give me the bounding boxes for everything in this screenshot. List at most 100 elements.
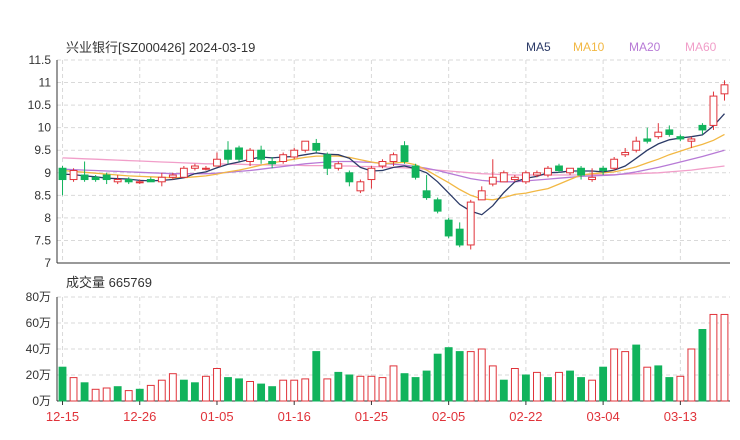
volume-bar bbox=[654, 365, 663, 402]
candle-body bbox=[378, 161, 387, 167]
candle bbox=[290, 147, 299, 160]
volume-bar bbox=[433, 353, 442, 402]
volume-bar bbox=[246, 381, 254, 402]
volume-bar bbox=[632, 344, 641, 402]
candle-body bbox=[566, 167, 574, 174]
volume-bar bbox=[665, 377, 674, 402]
candle-body bbox=[80, 174, 89, 181]
candle bbox=[268, 156, 277, 169]
volume-bar bbox=[356, 375, 365, 402]
price-y-tick-label: 7 bbox=[44, 256, 51, 270]
candle-body bbox=[488, 176, 497, 185]
candle-body bbox=[499, 172, 508, 183]
volume-bar bbox=[124, 390, 133, 402]
volume-bar bbox=[235, 378, 243, 402]
volume-bar bbox=[202, 375, 210, 402]
candle bbox=[190, 163, 199, 171]
candle bbox=[411, 163, 420, 180]
candle bbox=[202, 166, 210, 171]
volume-bar bbox=[157, 379, 166, 402]
volume-bar bbox=[91, 388, 100, 402]
volume-bar bbox=[610, 348, 619, 402]
candle bbox=[698, 123, 707, 135]
candle bbox=[632, 136, 641, 153]
volume-bar bbox=[621, 351, 630, 402]
volume-bar bbox=[577, 377, 585, 402]
volume-bar bbox=[80, 382, 89, 402]
date-x-axis: 12-15 12-26 01-05 01-16 01-25 02-05 02-22 03-04… bbox=[46, 401, 697, 424]
candle bbox=[378, 159, 387, 169]
x-tick-label: 02-05 bbox=[432, 409, 465, 424]
volume-y-tick-label: 60万 bbox=[26, 316, 51, 330]
volume-bar bbox=[698, 329, 707, 402]
volume-bar bbox=[378, 377, 387, 402]
volume-bar bbox=[113, 386, 122, 402]
candle-body bbox=[69, 170, 78, 181]
price-y-tick-label: 11 bbox=[39, 76, 52, 90]
volume-bar bbox=[301, 378, 310, 402]
x-tick-label: 12-15 bbox=[46, 409, 79, 424]
volume-bar bbox=[488, 365, 497, 402]
volume-bar bbox=[102, 387, 111, 402]
volume-bar bbox=[566, 370, 574, 402]
price-chart-title: 兴业银行[SZ000426] 2024-03-19 bbox=[66, 40, 255, 55]
candle bbox=[654, 123, 663, 139]
candle-body bbox=[400, 145, 409, 162]
candle bbox=[80, 161, 89, 182]
volume-bar bbox=[687, 348, 696, 402]
candle bbox=[521, 170, 530, 185]
candle-body bbox=[521, 172, 530, 183]
volume-bar bbox=[455, 351, 464, 402]
volume-bar bbox=[334, 371, 343, 402]
candle bbox=[113, 175, 122, 185]
volume-bar bbox=[257, 383, 266, 402]
candle-body bbox=[146, 179, 155, 183]
candle bbox=[91, 175, 100, 182]
volume-bar bbox=[179, 379, 188, 402]
candle bbox=[58, 166, 67, 196]
candle bbox=[312, 138, 321, 153]
candle bbox=[246, 147, 254, 167]
volume-bar bbox=[290, 379, 299, 402]
candle bbox=[433, 197, 442, 214]
candle-body bbox=[301, 140, 310, 151]
candle-body bbox=[91, 176, 100, 181]
candle bbox=[566, 167, 574, 176]
candle-body bbox=[202, 167, 210, 170]
price-y-tick-label: 8.5 bbox=[34, 188, 51, 202]
candle-body bbox=[356, 181, 365, 192]
candle-body bbox=[157, 176, 166, 183]
candle-body bbox=[168, 174, 177, 178]
volume-bar bbox=[521, 374, 530, 402]
candle-body bbox=[588, 176, 597, 181]
volume-bar bbox=[676, 375, 685, 402]
candle-body bbox=[345, 172, 354, 183]
candle bbox=[499, 170, 508, 183]
legend-ma10: MA10 bbox=[573, 40, 605, 54]
candle bbox=[102, 172, 111, 185]
volume-bar bbox=[268, 386, 277, 402]
volume-bars bbox=[58, 313, 729, 402]
candle-body bbox=[58, 167, 67, 181]
candle-body bbox=[235, 147, 243, 160]
volume-bar bbox=[400, 373, 409, 402]
candle-body bbox=[643, 138, 652, 142]
candle bbox=[213, 152, 221, 167]
candle bbox=[466, 199, 475, 250]
candle bbox=[676, 134, 685, 142]
price-y-axis: 11.5 11 10.5 10 9.5 9 8.5 8 7.5 7 bbox=[28, 53, 52, 270]
volume-bar bbox=[312, 351, 321, 402]
candle-body bbox=[135, 181, 144, 184]
candle bbox=[345, 170, 354, 187]
x-tick-label: 01-16 bbox=[278, 409, 311, 424]
candle-body bbox=[113, 179, 122, 183]
price-y-tick-label: 9.5 bbox=[34, 143, 51, 157]
candle bbox=[555, 163, 563, 173]
candle bbox=[367, 166, 376, 189]
candle-body bbox=[179, 167, 188, 178]
candle-body bbox=[279, 154, 288, 163]
volume-y-tick-label: 20万 bbox=[26, 368, 51, 382]
candle bbox=[235, 145, 243, 162]
candle-body bbox=[621, 151, 630, 156]
volume-bar bbox=[69, 377, 78, 402]
